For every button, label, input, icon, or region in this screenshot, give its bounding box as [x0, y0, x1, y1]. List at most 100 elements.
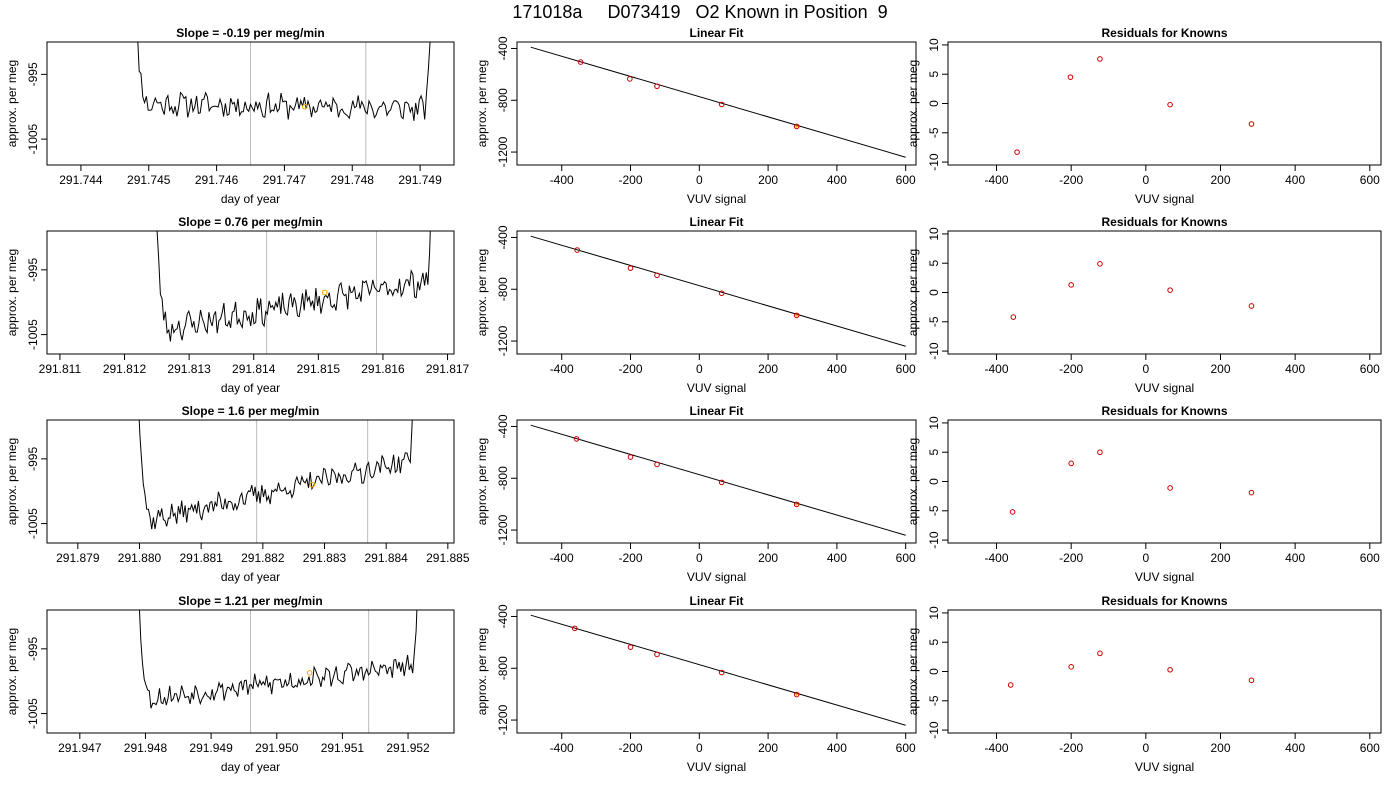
fit-line: [530, 614, 906, 726]
x-tick-label: 200: [1210, 362, 1230, 376]
y-tick-label: 10: [927, 416, 941, 430]
data-point: [793, 501, 800, 508]
y-tick-label: -1005: [26, 319, 40, 350]
x-axis-label: VUV signal: [687, 192, 746, 206]
x-tick-label: 200: [758, 173, 778, 187]
plot-frame: [516, 609, 917, 734]
panel-title: Slope = 0.76 per meg/min: [178, 215, 322, 229]
data-point: [718, 669, 725, 676]
data-point: [1097, 650, 1103, 657]
y-axis-label: approx. per meg: [475, 249, 489, 336]
x-tick-label: 291.815: [297, 362, 341, 376]
y-axis-label: approx. per meg: [906, 628, 920, 715]
plot-frame: [516, 41, 917, 166]
plot-frame: [46, 41, 455, 166]
data-point: [654, 461, 660, 468]
y-tick-label: 0: [927, 478, 941, 485]
x-tick-label: 200: [758, 362, 778, 376]
y-axis-label: approx. per meg: [906, 438, 920, 525]
x-axis-label: day of year: [221, 381, 280, 395]
data-point: [571, 625, 578, 632]
panel-time_series-row-1: Slope = -0.19 per meg/min 291.744 291.745 2…: [5, 26, 455, 206]
panel-title: Residuals for Knowns: [1101, 404, 1227, 418]
panel-residuals-row-4: Residuals for Knowns -400 -200 0 200 400 600 10…: [906, 594, 1382, 774]
plot-area: [530, 614, 906, 726]
y-axis-label: approx. per meg: [5, 438, 19, 525]
highlight-point: [301, 103, 308, 110]
highlight-point: [321, 289, 328, 296]
y-axis-label: approx. per meg: [5, 249, 19, 336]
panel-title: Slope = 1.6 per meg/min: [182, 404, 320, 418]
x-tick-label: -200: [1059, 551, 1083, 565]
plot-area: [138, 610, 418, 733]
x-tick-label: -200: [1059, 741, 1083, 755]
x-tick-label: 291.746: [195, 173, 239, 187]
x-tick-label: 400: [827, 741, 847, 755]
x-tick-label: 0: [1142, 173, 1149, 187]
x-tick-label: 200: [758, 551, 778, 565]
fit-line: [530, 424, 906, 536]
x-tick-label: 600: [896, 362, 916, 376]
panel-residuals-row-2: Residuals for Knowns -400 -200 0 200 400 600 10…: [906, 215, 1382, 395]
x-tick-label: 0: [696, 362, 703, 376]
y-tick-label: -1200: [496, 136, 510, 167]
highlight-point: [306, 669, 313, 676]
data-point: [1248, 121, 1255, 127]
plot-frame: [516, 230, 917, 355]
plot-area: [1010, 261, 1255, 320]
x-tick-label: 291.745: [127, 173, 171, 187]
y-tick-label: -10: [927, 721, 941, 739]
x-axis-label: VUV signal: [1135, 381, 1194, 395]
panel-title: Residuals for Knowns: [1101, 26, 1227, 40]
data-point: [793, 312, 800, 319]
x-axis-label: day of year: [221, 760, 280, 774]
panel-linear_fit-row-2: Linear Fit -400 -200 0 200 400 600 -400 -800 -120…: [475, 215, 917, 395]
x-tick-label: 291.744: [59, 173, 103, 187]
data-point: [1014, 149, 1020, 155]
panel-title: Residuals for Knowns: [1101, 215, 1227, 229]
x-tick-label: -200: [618, 741, 642, 755]
x-tick-label: -400: [985, 551, 1009, 565]
x-tick-label: 400: [827, 173, 847, 187]
x-axis-label: VUV signal: [1135, 760, 1194, 774]
panel-title: Slope = -0.19 per meg/min: [176, 26, 324, 40]
data-point: [627, 76, 633, 82]
y-tick-label: -5: [927, 695, 941, 706]
y-tick-label: -400: [496, 36, 510, 60]
panel-linear_fit-row-1: Linear Fit -400 -200 0 200 400 600 -400 -800 -120…: [475, 26, 917, 206]
data-point: [718, 479, 725, 486]
data-point: [1167, 101, 1173, 108]
data-point: [627, 644, 634, 650]
panel-time_series-row-4: Slope = 1.21 per meg/min 291.947 291.948 29…: [5, 594, 455, 774]
x-axis-label: VUV signal: [687, 760, 746, 774]
x-tick-label: 400: [1285, 741, 1305, 755]
y-tick-label: -1200: [496, 704, 510, 735]
x-tick-label: -400: [550, 173, 574, 187]
y-tick-label: -5: [927, 505, 941, 516]
highlight-point: [309, 481, 315, 488]
x-tick-label: 291.951: [321, 741, 365, 755]
data-point: [1009, 509, 1016, 515]
x-tick-label: 291.879: [56, 551, 100, 565]
x-tick-label: -400: [550, 741, 574, 755]
x-tick-label: -400: [985, 362, 1009, 376]
data-point: [1097, 56, 1103, 62]
x-tick-label: 600: [1360, 551, 1380, 565]
x-tick-label: 291.816: [361, 362, 405, 376]
x-tick-label: 600: [896, 741, 916, 755]
x-tick-label: 291.747: [263, 173, 307, 187]
data-point: [1007, 682, 1014, 688]
data-trace: [156, 231, 431, 342]
y-axis-label: approx. per meg: [475, 438, 489, 525]
x-axis-label: day of year: [221, 192, 280, 206]
panel-title: Linear Fit: [689, 594, 743, 608]
y-tick-label: -1005: [26, 698, 40, 729]
y-tick-label: -800: [496, 277, 510, 301]
data-trace: [137, 42, 431, 121]
data-point: [1068, 664, 1074, 670]
x-tick-label: 291.812: [103, 362, 147, 376]
x-tick-label: 600: [896, 173, 916, 187]
x-tick-label: -400: [550, 551, 574, 565]
data-point: [574, 247, 580, 253]
panel-time_series-row-2: Slope = 0.76 per meg/min 291.811 291.812 29…: [5, 215, 470, 395]
